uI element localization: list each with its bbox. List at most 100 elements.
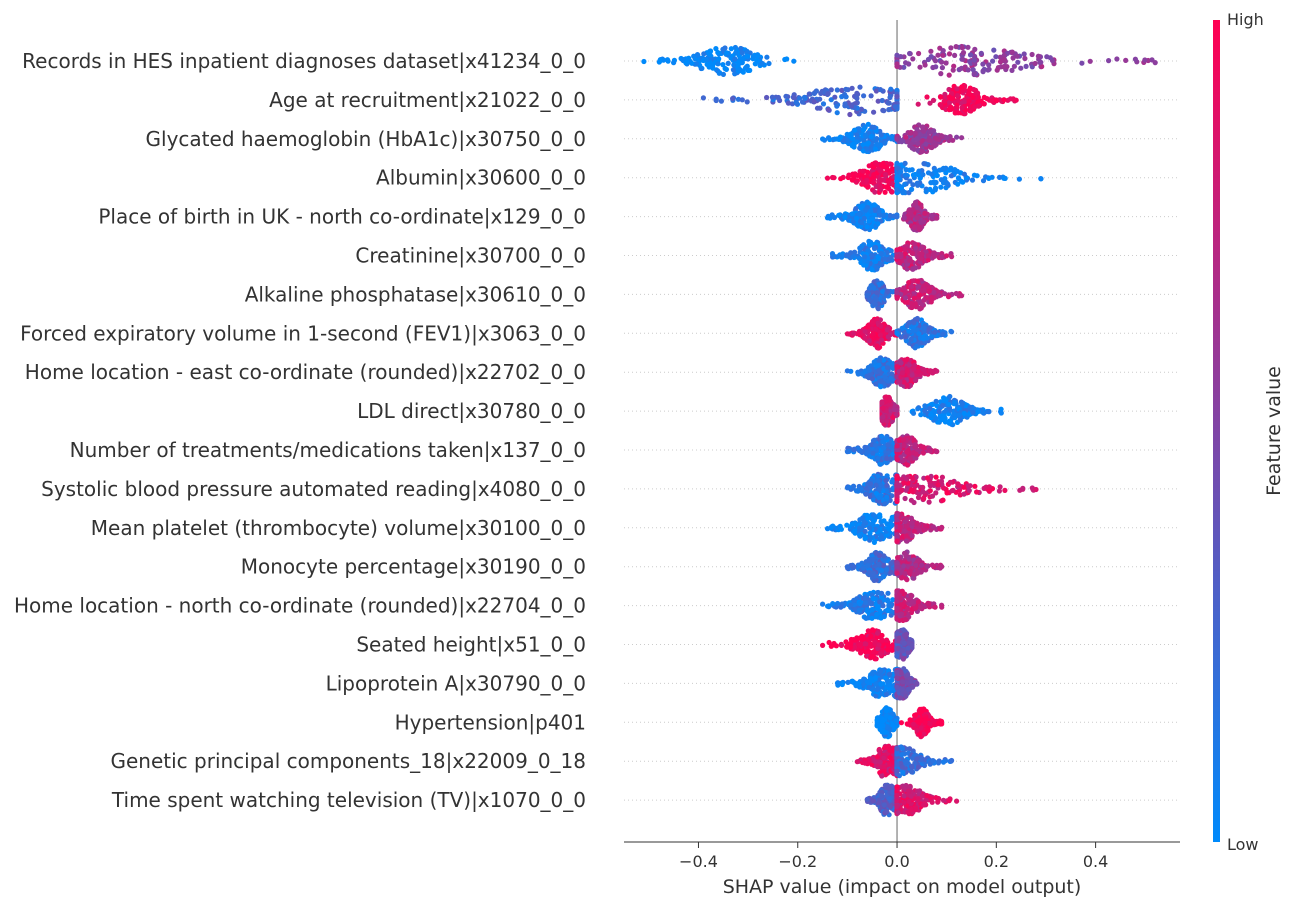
- shap-point: [894, 538, 900, 544]
- shap-point: [879, 632, 885, 639]
- shap-point: [908, 592, 914, 599]
- shap-point: [657, 57, 663, 63]
- shap-point: [915, 406, 921, 412]
- shap-point: [759, 60, 765, 66]
- shap-point: [852, 606, 858, 613]
- shap-point: [870, 595, 876, 602]
- shap-point: [1001, 64, 1007, 70]
- shap-point: [913, 605, 919, 611]
- shap-point: [875, 473, 881, 479]
- shap-point: [860, 565, 866, 571]
- shap-point: [959, 105, 965, 111]
- shap-point: [960, 56, 966, 62]
- shap-point: [965, 67, 971, 73]
- shap-point: [921, 287, 927, 293]
- shap-point: [889, 479, 895, 485]
- shap-point: [689, 60, 695, 66]
- shap-point: [997, 484, 1003, 490]
- shap-point: [898, 360, 904, 366]
- shap-point: [863, 207, 869, 213]
- shap-point: [871, 172, 877, 178]
- shap-point: [986, 488, 993, 494]
- shap-point: [894, 61, 900, 67]
- shap-point: [957, 417, 963, 423]
- shap-point: [724, 50, 730, 56]
- shap-point: [923, 189, 929, 195]
- shap-point: [871, 202, 878, 208]
- shap-point: [902, 571, 908, 577]
- shap-point: [996, 488, 1003, 494]
- shap-point: [1142, 57, 1148, 63]
- shap-point: [943, 170, 949, 176]
- shap-point: [911, 320, 917, 326]
- shap-point: [921, 161, 927, 167]
- shap-point: [904, 368, 910, 374]
- shap-point: [876, 494, 882, 501]
- shap-point: [739, 97, 745, 103]
- shap-point: [898, 247, 904, 253]
- shap-point: [878, 323, 884, 329]
- shap-point: [931, 128, 937, 134]
- shap-point: [718, 98, 725, 104]
- shap-point: [886, 179, 892, 185]
- shap-point: [878, 250, 884, 257]
- shap-point: [857, 84, 863, 90]
- shap-point: [948, 165, 954, 171]
- shap-point: [990, 58, 996, 64]
- shap-point: [1018, 65, 1024, 71]
- shap-point: [952, 110, 958, 116]
- shap-point: [942, 291, 948, 297]
- shap-point: [885, 608, 891, 614]
- shap-point: [850, 218, 856, 224]
- shap-point: [883, 435, 889, 441]
- shap-point: [941, 413, 947, 419]
- shap-point: [868, 241, 874, 247]
- shap-point: [855, 563, 861, 570]
- shap-point: [857, 245, 863, 251]
- shap-point: [843, 94, 849, 100]
- shap-point: [884, 494, 890, 500]
- shap-point: [862, 595, 868, 601]
- shap-point: [881, 108, 887, 114]
- shap-point: [928, 212, 935, 219]
- shap-point: [880, 603, 886, 609]
- shap-point: [952, 399, 958, 405]
- shap-point: [880, 414, 886, 420]
- shap-point: [865, 248, 871, 254]
- shap-point: [1032, 60, 1038, 67]
- shap-point: [1021, 51, 1027, 57]
- shap-point: [894, 52, 900, 58]
- shap-point: [897, 260, 903, 266]
- row-gridlines: [624, 60, 1180, 801]
- shap-point: [897, 483, 903, 489]
- shap-point: [901, 285, 907, 291]
- shap-point: [922, 62, 928, 68]
- shap-point: [914, 140, 921, 146]
- shap-point: [820, 101, 827, 107]
- shap-point: [874, 343, 880, 349]
- shap-point: [875, 478, 881, 484]
- shap-point: [701, 51, 707, 57]
- shap-point: [884, 455, 890, 462]
- shap-point: [846, 172, 852, 178]
- shap-point: [900, 188, 906, 194]
- shap-point: [894, 293, 900, 299]
- shap-point: [817, 96, 823, 102]
- shap-point: [889, 189, 895, 195]
- shap-point: [917, 175, 923, 181]
- shap-point: [909, 304, 915, 310]
- shap-point: [894, 177, 900, 183]
- shap-point: [888, 561, 894, 567]
- shap-point: [862, 132, 869, 138]
- shap-point: [970, 67, 976, 73]
- shap-point: [903, 476, 910, 482]
- shap-point: [924, 563, 930, 570]
- shap-point: [934, 448, 940, 455]
- shap-point: [894, 136, 900, 142]
- shap-point: [868, 134, 874, 140]
- shap-point: [1011, 63, 1018, 69]
- shap-point: [904, 383, 910, 389]
- shap-point: [928, 180, 934, 186]
- shap-point: [910, 410, 917, 416]
- shap-point: [848, 602, 854, 608]
